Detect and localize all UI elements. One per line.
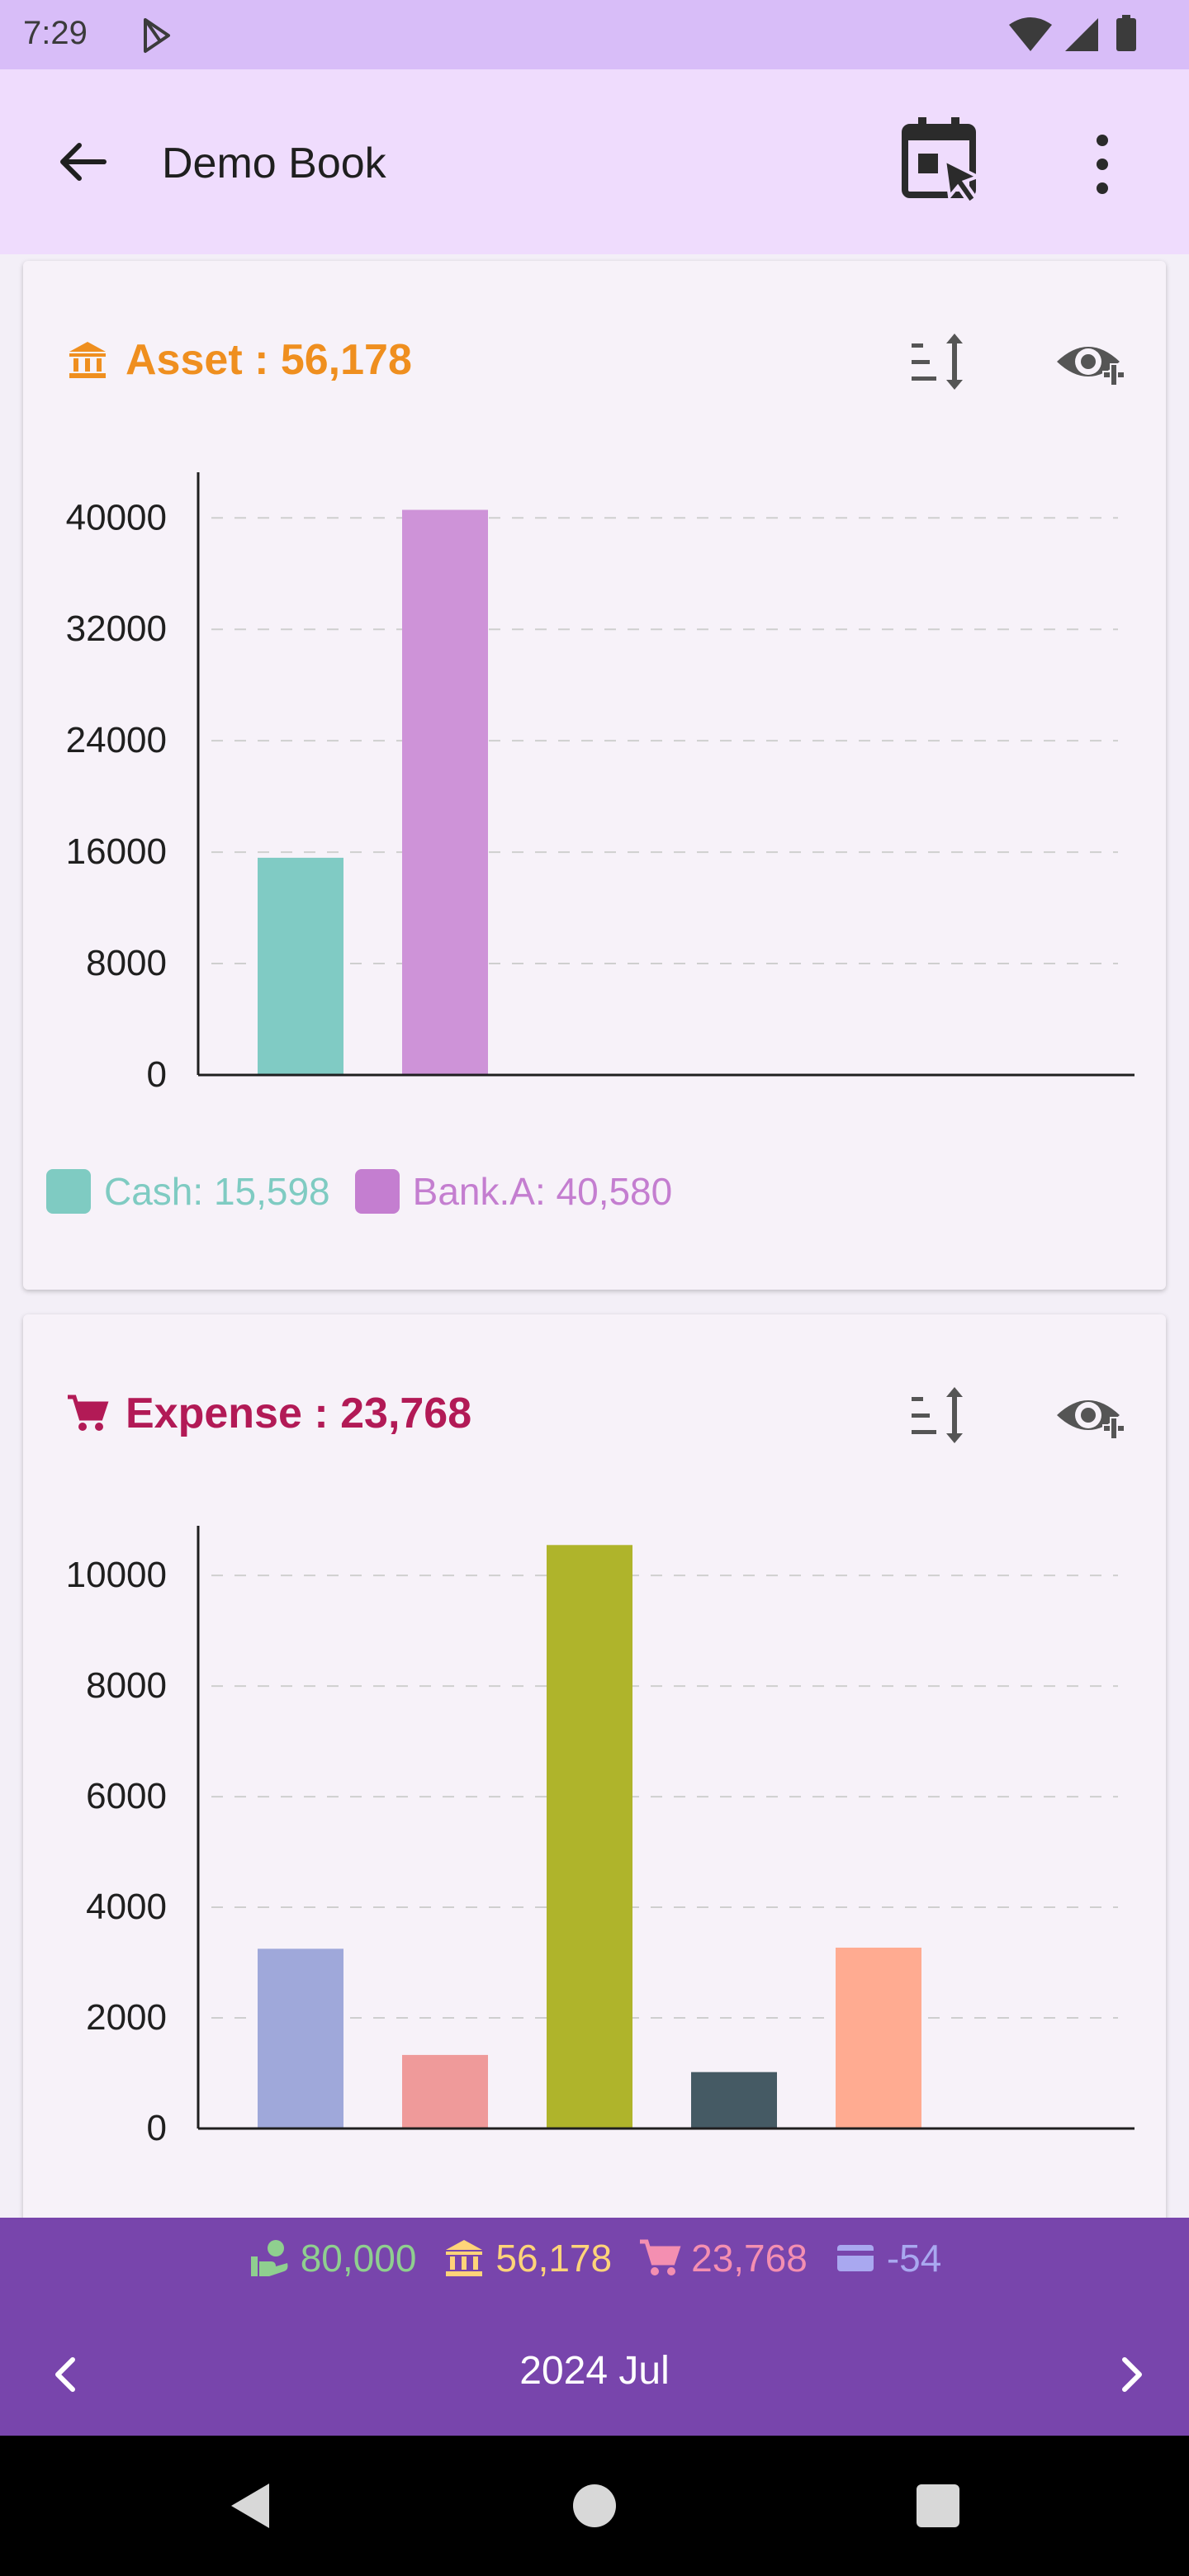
period-navigator: 2024 Jul — [0, 2333, 1189, 2416]
expense-title: Expense : 23,768 — [126, 1390, 472, 1437]
wifi-icon — [1009, 17, 1052, 51]
status-bar: 7:29 — [0, 0, 1189, 69]
y-tick-label: 0 — [147, 1054, 167, 1095]
asset-bar-chart: 0 8000 16000 24000 32000 40000 — [66, 472, 1135, 1095]
asset-header: Asset : 56,178 — [66, 327, 412, 393]
bar — [402, 509, 488, 1075]
summary-income-value: 80,000 — [300, 2237, 417, 2280]
y-tick-label: 6000 — [86, 1776, 167, 1816]
nav-recents-icon[interactable] — [915, 2483, 961, 2529]
legend-label-cash: Cash: 15,598 — [104, 1170, 330, 1213]
legend-swatch-bank-a — [354, 1169, 400, 1214]
cart-icon — [68, 1395, 109, 1431]
bar — [402, 2054, 488, 2129]
status-time: 7:29 — [23, 15, 88, 51]
sort-icon[interactable] — [907, 329, 973, 395]
legend-swatch-cash — [46, 1169, 91, 1214]
y-tick-label: 8000 — [86, 1665, 167, 1706]
y-tick-label: 2000 — [86, 1997, 167, 2038]
summary-asset: 56,178 — [443, 2236, 612, 2280]
expense-header: Expense : 23,768 — [66, 1380, 471, 1447]
summary-expense: 23,768 — [638, 2236, 808, 2280]
asset-title: Asset : 56,178 — [126, 336, 412, 384]
bar — [691, 2072, 777, 2129]
eye-plus-icon[interactable] — [1055, 1382, 1130, 1448]
summary-liability: -54 — [834, 2236, 941, 2280]
y-tick-label: 40000 — [66, 497, 167, 537]
summary-asset-value: 56,178 — [495, 2237, 613, 2280]
system-nav-bar — [0, 2436, 1189, 2576]
status-icons — [1009, 15, 1136, 51]
y-tick-label: 10000 — [66, 1555, 167, 1595]
asset-card: Asset : 56,178 0 8000 16000 24000 32000 40000… — [23, 261, 1166, 1290]
expense-card: Expense : 23,768 0 2000 4000 6000 8000 10000 — [23, 1314, 1166, 2223]
play-store-icon — [144, 18, 170, 53]
y-tick-label: 8000 — [86, 943, 167, 983]
legend-label-bank-a: Bank.A: 40,580 — [412, 1170, 673, 1213]
summary-income: 80,000 — [248, 2236, 417, 2280]
summary-liability-value: -54 — [886, 2237, 942, 2280]
bar — [836, 1947, 921, 2129]
summary-bar: 80,000 56,178 23,768 — [0, 2218, 1189, 2436]
summary-expense-value: 23,768 — [691, 2237, 808, 2280]
bar — [258, 857, 343, 1075]
page-title: Demo Book — [162, 140, 386, 187]
bar — [258, 1949, 343, 2129]
y-tick-label: 0 — [147, 2108, 167, 2148]
legend-item-cash[interactable]: Cash: 15,598 — [46, 1169, 330, 1214]
nav-home-icon[interactable] — [570, 2481, 619, 2531]
sort-icon[interactable] — [907, 1382, 973, 1448]
period-label[interactable]: 2024 Jul — [519, 2349, 670, 2393]
bank-icon — [69, 342, 106, 378]
arrow-back-icon[interactable] — [50, 129, 116, 195]
legend-item-bank-a[interactable]: Bank.A: 40,580 — [354, 1169, 673, 1214]
y-tick-label: 4000 — [86, 1887, 167, 1927]
credit-card-icon — [836, 2245, 874, 2271]
income-icon — [250, 2240, 288, 2276]
summary-row: 80,000 56,178 23,768 — [0, 2236, 1189, 2280]
app-bar: Demo Book — [0, 69, 1189, 254]
bank-icon — [446, 2240, 483, 2276]
battery-icon — [1116, 18, 1136, 51]
more-vert-icon[interactable] — [1073, 127, 1131, 201]
y-tick-label: 32000 — [66, 608, 167, 649]
asset-legend: Cash: 15,598 Bank.A: 40,580 — [46, 1169, 697, 1214]
chevron-left-icon[interactable] — [33, 2342, 99, 2408]
expense-bar-chart: 0 2000 4000 6000 8000 10000 — [66, 1526, 1135, 2148]
nav-back-icon[interactable] — [223, 2477, 281, 2535]
eye-plus-icon[interactable] — [1055, 329, 1130, 395]
bar — [547, 1545, 632, 2129]
signal-icon — [1065, 18, 1098, 51]
y-tick-label: 24000 — [66, 720, 167, 760]
calendar-select-icon[interactable] — [900, 116, 983, 206]
cart-icon — [640, 2239, 681, 2275]
y-tick-label: 16000 — [66, 831, 167, 872]
chevron-right-icon[interactable] — [1098, 2342, 1164, 2408]
